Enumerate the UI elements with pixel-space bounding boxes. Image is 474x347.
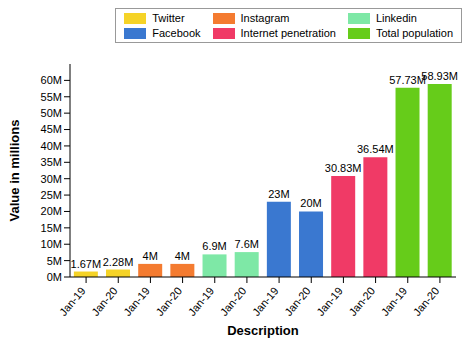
svg-text:5M: 5M — [47, 255, 62, 267]
svg-text:6.9M: 6.9M — [202, 240, 226, 252]
svg-text:7.6M: 7.6M — [234, 238, 258, 250]
html-text:Twitter: Twitter — [152, 12, 185, 24]
svg-text:Jan-19: Jan-19 — [378, 285, 409, 318]
svg-text:10M: 10M — [41, 238, 62, 250]
svg-text:2.28M: 2.28M — [103, 256, 134, 268]
svg-text:Value in millions: Value in millions — [8, 120, 22, 222]
svg-text:Jan-19: Jan-19 — [314, 285, 345, 318]
svg-text:30.83M: 30.83M — [325, 162, 362, 174]
html-text:Internet penetration: Internet penetration — [240, 27, 336, 39]
svg-text:Jan-19: Jan-19 — [121, 285, 152, 318]
svg-text:Jan-20: Jan-20 — [89, 285, 120, 318]
svg-text:60M: 60M — [41, 74, 62, 86]
svg-text:25M: 25M — [41, 189, 62, 201]
svg-text:45M: 45M — [41, 123, 62, 135]
svg-text:Jan-19: Jan-19 — [185, 285, 216, 318]
svg-text:20M: 20M — [300, 197, 321, 209]
svg-text:0M: 0M — [47, 271, 62, 283]
svg-text:57.73M: 57.73M — [389, 73, 426, 86]
svg-text:15M: 15M — [41, 222, 62, 234]
svg-text:Jan-20: Jan-20 — [346, 285, 377, 318]
html-text:Instagram: Instagram — [240, 12, 290, 24]
svg-text:36.54M: 36.54M — [357, 143, 394, 155]
html-text:Total population: Total population — [375, 27, 453, 39]
svg-text:4M: 4M — [175, 250, 190, 262]
svg-text:50M: 50M — [41, 107, 62, 119]
svg-text:Jan-20: Jan-20 — [411, 285, 442, 318]
svg-text:Jan-19: Jan-19 — [250, 285, 281, 318]
svg-text:1.67M: 1.67M — [71, 258, 102, 270]
svg-text:Jan-20: Jan-20 — [282, 285, 313, 318]
svg-text:30M: 30M — [41, 173, 62, 185]
svg-text:40M: 40M — [41, 140, 62, 152]
svg-text:Jan-20: Jan-20 — [218, 285, 249, 318]
svg-text:35M: 35M — [41, 156, 62, 168]
svg-text:55M: 55M — [41, 91, 62, 103]
svg-text:58.93M: 58.93M — [421, 70, 458, 82]
svg-text:Jan-20: Jan-20 — [153, 285, 184, 318]
html-text:Facebook: Facebook — [152, 27, 201, 39]
svg-text:23M: 23M — [268, 188, 289, 200]
svg-text:Jan-19: Jan-19 — [57, 285, 88, 318]
svg-text:20M: 20M — [41, 205, 62, 217]
svg-text:Description: Description — [227, 323, 299, 338]
html-text:Linkedin: Linkedin — [375, 12, 417, 24]
svg-text:4M: 4M — [143, 250, 158, 262]
